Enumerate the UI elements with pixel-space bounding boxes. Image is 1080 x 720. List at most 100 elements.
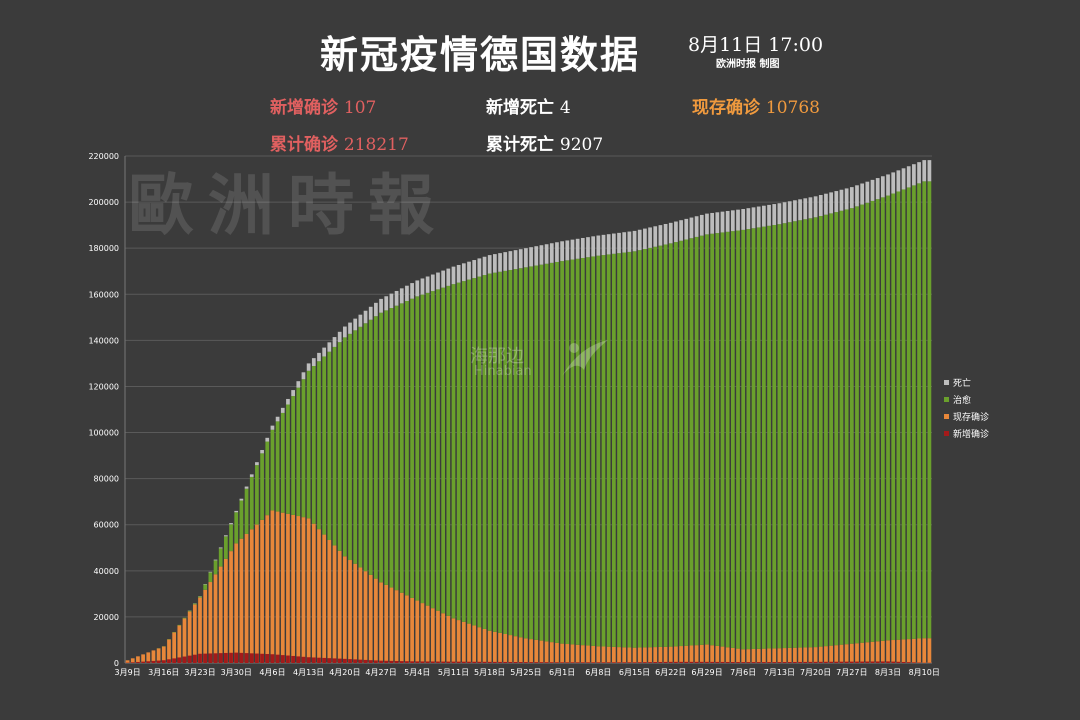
bar-new — [275, 654, 280, 663]
bar-new — [249, 653, 254, 663]
bar-active — [653, 647, 658, 663]
bar-recovered — [327, 351, 332, 541]
bar-new — [896, 661, 901, 663]
x-tick-label: 5月11日 — [438, 668, 469, 677]
bar-recovered — [653, 246, 658, 648]
bar-active — [611, 646, 616, 663]
bar-active — [301, 517, 306, 663]
bar-active — [218, 566, 223, 663]
bar-death — [291, 390, 295, 397]
bar-active — [177, 625, 182, 663]
bar-new — [627, 662, 632, 663]
bar-death — [234, 510, 239, 513]
bar-new — [337, 658, 342, 663]
bar-new — [244, 653, 249, 663]
bar-death — [663, 223, 668, 245]
bar-death — [358, 314, 363, 327]
bar-active — [829, 645, 833, 663]
bar-active — [291, 514, 295, 663]
bar-recovered — [674, 242, 678, 647]
bar-death — [622, 232, 627, 253]
bar-death — [715, 212, 720, 234]
bar-death — [317, 352, 321, 362]
bar-active — [860, 642, 865, 663]
bar-recovered — [280, 412, 285, 513]
bar-recovered — [286, 404, 290, 514]
bar-new — [141, 661, 145, 663]
bar-recovered — [498, 271, 502, 633]
bar-new — [425, 661, 430, 663]
bar-active — [844, 644, 849, 663]
watermark-logo-subtext: Hinabian — [474, 364, 532, 379]
bar-active — [482, 628, 487, 663]
bar-recovered — [239, 500, 244, 539]
bar-death — [549, 243, 554, 263]
bar-death — [410, 283, 414, 299]
bar-active — [353, 563, 358, 663]
bar-recovered — [192, 603, 197, 605]
bar-active — [927, 638, 932, 663]
bar-death — [684, 218, 689, 240]
bar-death — [637, 229, 642, 251]
bar-new — [632, 662, 637, 663]
bar-death — [679, 220, 683, 241]
bar-new — [389, 660, 394, 663]
bar-recovered — [808, 218, 813, 648]
x-tick-label: 3月16日 — [148, 668, 179, 677]
bar-recovered — [741, 229, 746, 650]
bar-new — [358, 659, 363, 663]
bar-death — [555, 242, 559, 262]
bar-recovered — [865, 202, 870, 643]
bar-death — [674, 221, 678, 243]
bar-death — [415, 280, 420, 297]
bar-recovered — [405, 301, 409, 596]
bar-death — [699, 214, 704, 236]
bar-new — [808, 661, 813, 663]
bar-new — [529, 662, 533, 663]
bar-new — [498, 661, 502, 663]
bar-recovered — [855, 206, 859, 644]
bar-new — [203, 653, 208, 663]
bar-active — [596, 646, 601, 663]
bar-active — [513, 636, 518, 663]
bar-new — [493, 661, 497, 663]
bar-new — [151, 660, 156, 663]
bar-recovered — [275, 421, 280, 512]
bar-active — [803, 647, 808, 663]
bar-active — [772, 648, 777, 663]
bar-active — [493, 631, 497, 663]
bar-recovered — [927, 181, 932, 639]
bar-death — [436, 272, 440, 290]
bar-recovered — [818, 215, 823, 647]
bar-active — [627, 647, 632, 663]
bar-recovered — [575, 258, 580, 645]
bar-new — [379, 660, 383, 663]
bar-new — [705, 661, 709, 663]
bar-active — [824, 646, 828, 663]
bar-active — [575, 644, 580, 663]
bar-new — [182, 656, 187, 663]
bar-new — [420, 661, 425, 663]
bar-recovered — [322, 356, 327, 535]
bar-new — [580, 662, 585, 663]
bar-recovered — [203, 584, 208, 590]
bar-recovered — [384, 310, 389, 585]
bar-new — [751, 662, 756, 663]
bar-active — [415, 600, 420, 663]
x-tick-label: 6月15日 — [619, 668, 650, 677]
bar-death — [570, 239, 575, 260]
bar-recovered — [803, 219, 808, 648]
bar-active — [674, 646, 678, 663]
bar-recovered — [611, 253, 616, 647]
bar-new — [399, 661, 404, 663]
bar-active — [787, 647, 792, 663]
chart-legend: 死亡 治愈 现存确诊 新增确诊 — [944, 374, 989, 442]
bar-recovered — [622, 252, 627, 648]
bar-new — [565, 662, 570, 663]
bar-death — [580, 237, 585, 258]
x-tick-label: 5月18日 — [474, 668, 505, 677]
bar-death — [301, 372, 306, 380]
bar-active — [643, 647, 647, 663]
bar-new — [715, 661, 720, 663]
bar-recovered — [353, 330, 358, 564]
